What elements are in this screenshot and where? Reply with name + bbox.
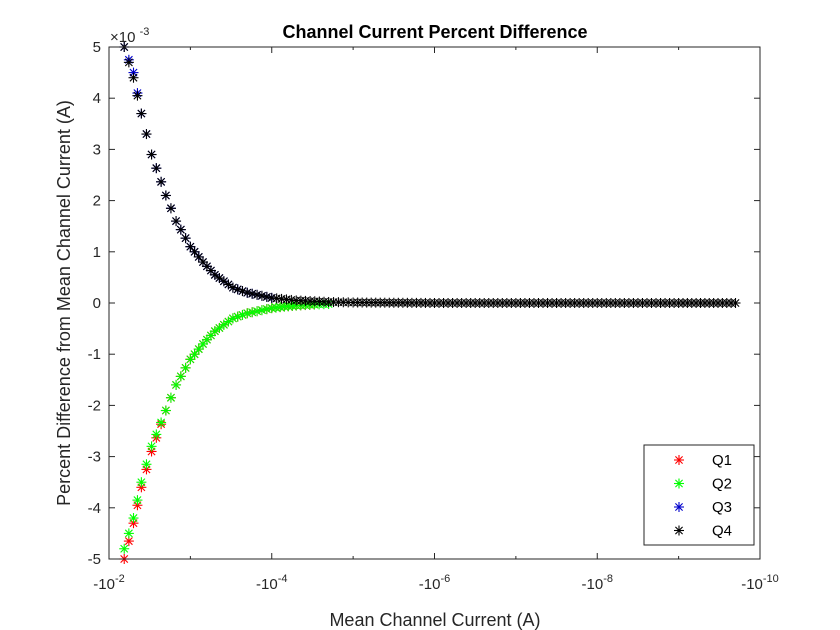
legend-marker bbox=[674, 455, 684, 465]
data-point bbox=[132, 495, 143, 506]
data-point bbox=[189, 246, 200, 257]
data-point bbox=[141, 129, 152, 140]
data-point bbox=[123, 57, 134, 68]
data-point bbox=[128, 72, 139, 83]
data-point bbox=[165, 392, 176, 403]
data-point bbox=[193, 344, 204, 355]
x-tick-label: -10-2 bbox=[93, 573, 124, 593]
data-point bbox=[189, 349, 200, 360]
x-tick-label: -10-4 bbox=[256, 573, 287, 593]
data-point bbox=[252, 306, 263, 317]
legend-marker bbox=[674, 478, 684, 489]
data-point bbox=[171, 216, 182, 227]
data-point bbox=[132, 90, 143, 101]
data-point bbox=[180, 233, 191, 244]
legend-label: Q4 bbox=[712, 523, 732, 540]
data-point bbox=[185, 241, 196, 252]
data-point bbox=[151, 163, 162, 174]
data-point bbox=[123, 536, 134, 547]
x-tick-power: -10 bbox=[763, 573, 779, 585]
x-tick-label: -10-10 bbox=[741, 573, 779, 593]
y-tick-label: -5 bbox=[88, 551, 101, 568]
data-point bbox=[136, 477, 147, 488]
y-tick-label: 1 bbox=[93, 244, 101, 261]
legend-marker bbox=[674, 502, 684, 512]
y-tick-label: 3 bbox=[93, 141, 101, 158]
data-point bbox=[227, 313, 238, 324]
chart-title: Channel Current Percent Difference bbox=[282, 22, 587, 42]
data-point bbox=[165, 203, 176, 214]
y-exponent-power: -3 bbox=[140, 26, 150, 38]
x-tick-base: -10 bbox=[256, 576, 278, 593]
data-point bbox=[128, 513, 139, 524]
data-point bbox=[160, 190, 171, 201]
data-point bbox=[136, 108, 147, 119]
data-point bbox=[146, 441, 157, 452]
y-exponent-base: ×10 bbox=[110, 29, 135, 46]
legend-item: Q3 bbox=[674, 499, 732, 516]
y-axis-label: Percent Difference from Mean Channel Cur… bbox=[54, 100, 74, 506]
x-axis-label: Mean Channel Current (A) bbox=[329, 610, 540, 630]
y-tick-label: -4 bbox=[88, 500, 101, 517]
y-tick-label: 5 bbox=[93, 39, 101, 56]
x-tick-base: -10 bbox=[582, 576, 604, 593]
legend-box bbox=[643, 444, 755, 546]
legend-label: Q3 bbox=[712, 499, 732, 516]
x-tick-base: -10 bbox=[93, 576, 115, 593]
x-tick-label: -10-6 bbox=[419, 573, 450, 593]
data-point bbox=[193, 251, 204, 262]
x-tick-label: -10-8 bbox=[582, 573, 613, 593]
y-exponent-label: ×10 -3 bbox=[110, 26, 149, 46]
data-point bbox=[185, 354, 196, 365]
data-point bbox=[123, 528, 134, 539]
series-q2 bbox=[119, 299, 334, 554]
data-marks bbox=[119, 42, 741, 564]
data-point bbox=[175, 224, 186, 235]
data-point bbox=[180, 362, 191, 373]
data-point bbox=[237, 286, 248, 297]
data-point bbox=[175, 371, 186, 382]
legend-item: Q2 bbox=[674, 476, 732, 493]
legend: Q1 Q2 Q3 Q4 bbox=[643, 444, 755, 546]
legend-item: Q4 bbox=[674, 523, 732, 540]
x-tick-base: -10 bbox=[419, 576, 441, 593]
y-tick-label: -2 bbox=[88, 397, 101, 414]
x-tick-power: -4 bbox=[278, 573, 288, 585]
y-tick-label: -3 bbox=[88, 449, 101, 466]
data-point bbox=[119, 543, 130, 554]
legend-marker bbox=[674, 525, 684, 536]
data-point bbox=[151, 429, 162, 440]
x-tick-power: -2 bbox=[115, 573, 125, 585]
data-point bbox=[171, 379, 182, 390]
data-point bbox=[247, 288, 258, 299]
data-point bbox=[730, 298, 741, 308]
data-point bbox=[201, 261, 212, 272]
y-tick-label: 0 bbox=[93, 295, 101, 312]
series-q4 bbox=[119, 42, 741, 308]
legend-label: Q1 bbox=[712, 452, 732, 469]
data-point bbox=[160, 405, 171, 416]
x-tick-base: -10 bbox=[741, 576, 763, 593]
legend-item: Q1 bbox=[674, 452, 732, 469]
x-tick-power: -8 bbox=[603, 573, 613, 585]
data-point bbox=[146, 149, 157, 160]
data-point bbox=[156, 176, 167, 187]
x-tick-power: -6 bbox=[440, 573, 450, 585]
y-tick-label: 4 bbox=[93, 90, 101, 107]
data-point bbox=[242, 308, 253, 319]
legend-label: Q2 bbox=[712, 476, 732, 493]
data-point bbox=[141, 459, 152, 470]
y-tick-label: 2 bbox=[93, 193, 101, 210]
data-point bbox=[205, 330, 216, 341]
y-tick-label: -1 bbox=[88, 346, 101, 363]
data-point bbox=[156, 417, 167, 428]
